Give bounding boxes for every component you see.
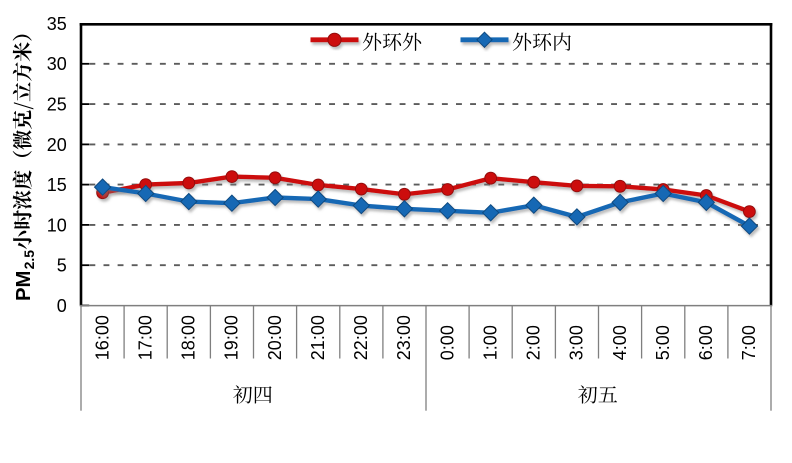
svg-text:21:00: 21:00 (308, 315, 328, 360)
svg-text:6:00: 6:00 (696, 325, 716, 360)
svg-text:20: 20 (47, 135, 67, 155)
svg-text:16:00: 16:00 (92, 315, 112, 360)
svg-text:3:00: 3:00 (567, 325, 587, 360)
svg-text:1:00: 1:00 (481, 325, 501, 360)
svg-text:19:00: 19:00 (222, 315, 242, 360)
svg-text:7:00: 7:00 (739, 325, 759, 360)
svg-text:30: 30 (47, 54, 67, 74)
svg-text:2:00: 2:00 (524, 325, 544, 360)
svg-text:15: 15 (47, 175, 67, 195)
svg-text:0:00: 0:00 (437, 325, 457, 360)
svg-text:35: 35 (47, 14, 67, 34)
svg-text:20:00: 20:00 (265, 315, 285, 360)
svg-text:25: 25 (47, 95, 67, 115)
svg-text:4:00: 4:00 (610, 325, 630, 360)
svg-text:18:00: 18:00 (179, 315, 199, 360)
svg-text:17:00: 17:00 (136, 315, 156, 360)
svg-text:5: 5 (57, 256, 67, 276)
svg-text:0: 0 (57, 296, 67, 316)
svg-text:5:00: 5:00 (653, 325, 673, 360)
svg-text:2.5: 2.5 (21, 250, 37, 270)
svg-text:10: 10 (47, 215, 67, 235)
svg-text:PM: PM (13, 271, 35, 301)
svg-text:23:00: 23:00 (394, 315, 414, 360)
svg-text:22:00: 22:00 (351, 315, 371, 360)
